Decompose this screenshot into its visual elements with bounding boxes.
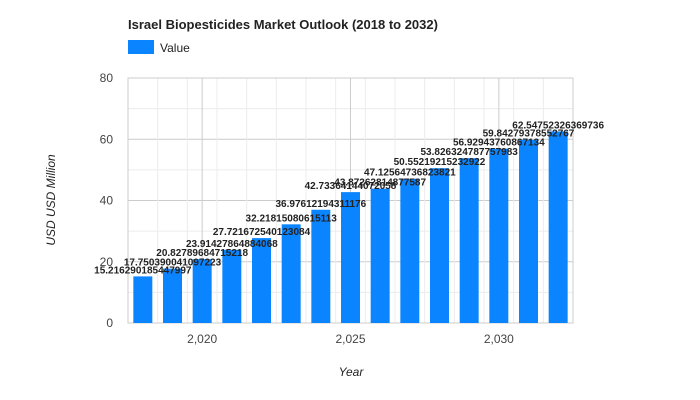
data-label: 56.92943760867134	[453, 138, 545, 149]
bar	[252, 238, 271, 323]
y-tick-label: 20	[100, 255, 114, 269]
data-label: 20.82789684715218	[156, 248, 248, 259]
data-label: 15.216290185447997	[94, 265, 192, 276]
y-tick-label: 80	[100, 71, 114, 85]
y-tick-label: 60	[100, 132, 114, 146]
x-axis-ticks: 2,020 2,025 2,030	[187, 332, 514, 346]
data-label: 62.54752326369736	[512, 120, 604, 131]
x-tick-label: 2,030	[484, 332, 514, 346]
bar	[281, 224, 301, 323]
y-axis-ticks: 0 20 40 60 80	[100, 71, 114, 330]
chart-title: Israel Biopesticides Market Outlook (201…	[128, 17, 438, 32]
legend-swatch	[128, 40, 154, 54]
data-label: 43.87262814877587	[334, 178, 426, 189]
data-label: 17.750390041097223	[124, 258, 222, 269]
x-tick-label: 2,025	[335, 332, 365, 346]
data-label: 36.97612194311176	[275, 199, 366, 210]
data-label: 32.21815080615113	[246, 213, 338, 224]
bar	[430, 168, 449, 323]
bar	[519, 139, 538, 323]
bar	[548, 131, 568, 323]
y-tick-label: 0	[106, 316, 113, 330]
bar	[133, 276, 153, 323]
bar	[489, 148, 509, 323]
legend-label: Value	[160, 41, 190, 55]
bar	[222, 249, 242, 323]
bar	[370, 188, 390, 323]
bar	[341, 192, 360, 323]
data-labels: 15.21629018544799717.75039004109722320.8…	[94, 120, 604, 276]
data-label: 50.55219215232922	[394, 157, 486, 168]
data-label: 42.73364144072058	[305, 181, 397, 192]
bars	[133, 131, 568, 323]
y-axis-title: USD USD Million	[44, 154, 58, 246]
bar	[400, 178, 420, 323]
bar	[311, 209, 331, 323]
data-label: 23.91427864884068	[186, 239, 278, 250]
legend: Value	[128, 40, 190, 55]
x-axis-title: Year	[339, 365, 365, 379]
bar	[192, 259, 212, 323]
y-tick-label: 40	[100, 194, 114, 208]
data-label: 53.826324787757983	[421, 147, 519, 158]
data-label: 47.12564736823821	[364, 168, 456, 179]
data-label: 59.84279378552767	[483, 129, 575, 140]
bar	[459, 158, 479, 323]
x-tick-label: 2,020	[187, 332, 217, 346]
bar	[163, 268, 182, 323]
data-label: 27.721672540123084	[213, 227, 311, 238]
